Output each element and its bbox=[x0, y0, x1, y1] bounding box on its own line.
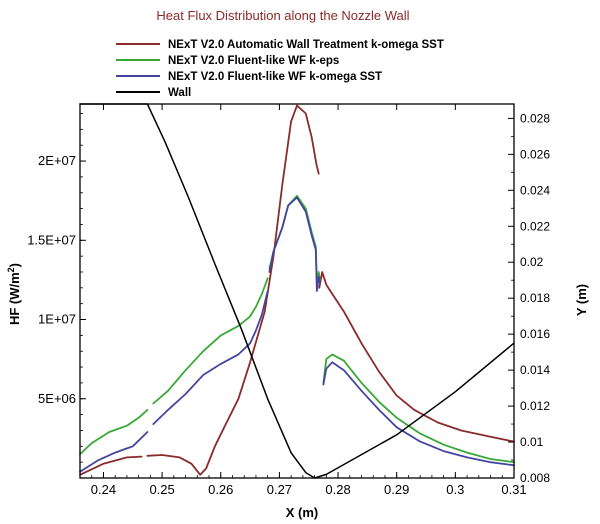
series-line bbox=[152, 290, 269, 425]
y-axis-label-right: Y (m) bbox=[574, 284, 589, 316]
legend-label: NExT V2.0 Automatic Wall Treatment k-ome… bbox=[168, 39, 444, 51]
series-3 bbox=[79, 196, 515, 473]
legend: NExT V2.0 Automatic Wall Treatment k-ome… bbox=[116, 39, 444, 99]
series-line bbox=[268, 196, 321, 292]
x-tick-label: 0.31 bbox=[501, 482, 526, 497]
y-right-tick-label: 0.008 bbox=[520, 471, 550, 485]
y-left-tick-label: 5E+06 bbox=[38, 391, 76, 406]
y-left-tick-label: 1E+07 bbox=[38, 312, 76, 327]
series-1 bbox=[79, 104, 515, 476]
series-line bbox=[146, 104, 320, 476]
y-axis-label-left-main: HF (W/m bbox=[7, 272, 22, 325]
y-axis-right: 0.008 0.01 0.012 0.014 0.016 0.018 0.02 0.022 0.… bbox=[508, 111, 550, 485]
y-right-tick-label: 0.012 bbox=[520, 399, 550, 413]
series-2 bbox=[79, 195, 515, 464]
legend-label: Wall bbox=[168, 87, 191, 99]
chart-title: Heat Flux Distribution along the Nozzle … bbox=[156, 8, 409, 23]
x-tick-label: 0.27 bbox=[267, 482, 292, 497]
y-right-tick-label: 0.016 bbox=[520, 327, 550, 341]
x-tick-label: 0.29 bbox=[384, 482, 409, 497]
y-right-tick-label: 0.018 bbox=[520, 291, 550, 305]
series-line bbox=[79, 103, 515, 479]
y-axis-label-left-superscript: 2 bbox=[6, 267, 16, 272]
y-right-tick-label: 0.014 bbox=[520, 363, 550, 377]
x-tick-label: 0.3 bbox=[446, 482, 464, 497]
x-tick-label: 0.25 bbox=[149, 482, 174, 497]
series-line bbox=[322, 353, 515, 464]
y-left-tick-label: 1.5E+07 bbox=[27, 232, 76, 247]
legend-label: NExT V2.0 Fluent-like WF k-omega SST bbox=[168, 71, 382, 83]
y-right-tick-label: 0.01 bbox=[520, 435, 544, 449]
y-right-tick-label: 0.022 bbox=[520, 219, 550, 233]
y-right-tick-label: 0.028 bbox=[520, 111, 550, 125]
x-tick-label: 0.26 bbox=[208, 482, 233, 497]
series-line bbox=[79, 455, 143, 476]
x-axis: 0.24 0.25 0.26 0.27 0.28 0.29 0.3 0.31 bbox=[79, 104, 527, 497]
series-line bbox=[79, 409, 149, 456]
x-tick-label: 0.28 bbox=[325, 482, 350, 497]
y-right-tick-label: 0.026 bbox=[520, 147, 550, 161]
y-right-tick-label: 0.024 bbox=[520, 183, 550, 197]
series-4 bbox=[79, 103, 515, 479]
series-layer bbox=[79, 103, 515, 479]
y-axis-left: 5E+06 1E+07 1.5E+07 2E+07 bbox=[27, 113, 86, 463]
x-axis-label: X (m) bbox=[286, 505, 319, 520]
x-tick-label: 0.24 bbox=[91, 482, 116, 497]
y-left-tick-label: 2E+07 bbox=[38, 153, 76, 168]
plot-area: 0.24 0.25 0.26 0.27 0.28 0.29 0.3 0.31 5E+06 1E+… bbox=[27, 103, 550, 497]
y-axis-label-left: HF (W/m2) bbox=[6, 263, 22, 325]
y-right-tick-label: 0.02 bbox=[520, 255, 544, 269]
series-line bbox=[152, 277, 269, 405]
legend-label: NExT V2.0 Fluent-like WF k-eps bbox=[168, 55, 339, 67]
series-line bbox=[318, 271, 515, 443]
series-line bbox=[322, 361, 515, 467]
y-axis-label-left-close: ) bbox=[7, 263, 22, 267]
plot-frame bbox=[79, 103, 515, 479]
series-line bbox=[79, 431, 149, 473]
